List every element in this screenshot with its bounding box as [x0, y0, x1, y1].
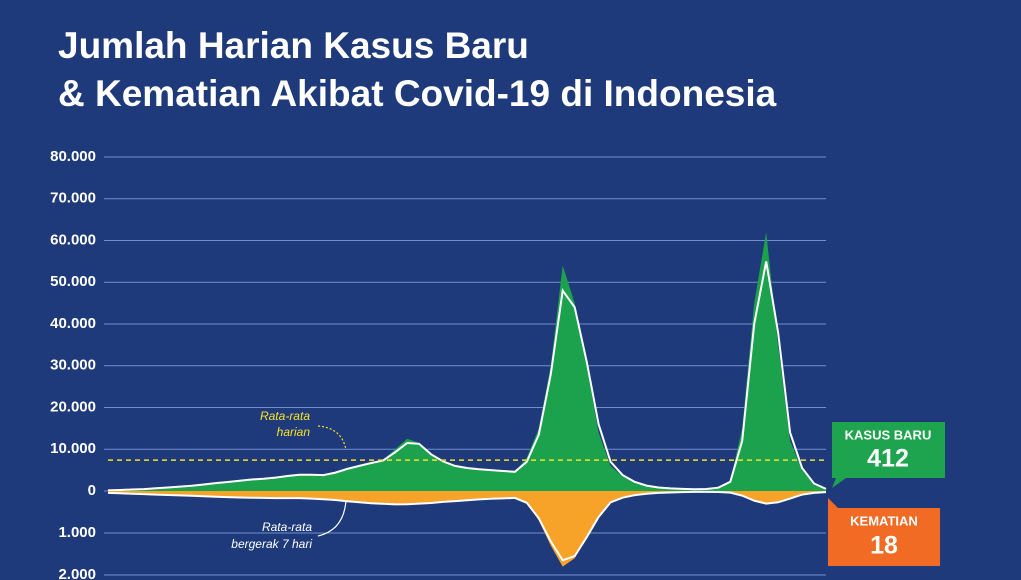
annotation: Rata-rata — [262, 520, 312, 534]
y-tick-label: 20.000 — [50, 398, 96, 415]
legend-box — [832, 422, 945, 488]
annotation-arrow — [317, 425, 347, 451]
area — [108, 232, 826, 491]
moving-average-line — [107, 261, 827, 492]
annotation-arrow — [317, 499, 347, 537]
y-tick-label: 80.000 — [50, 148, 96, 165]
area — [108, 491, 826, 567]
y-tick-label: 30.000 — [50, 357, 96, 374]
y-tick-label: 70.000 — [50, 190, 96, 207]
annotation: harian — [277, 425, 311, 439]
legend-box — [828, 498, 940, 566]
chart-title: & Kematian Akibat Covid-19 di Indonesia — [58, 73, 777, 114]
y2-tick-label: 2.000 — [58, 566, 96, 580]
plot — [107, 232, 827, 567]
legend-value: 412 — [867, 445, 909, 473]
legend-label: KEMATIAN — [850, 513, 918, 528]
moving-average-line — [107, 490, 827, 562]
y2-tick-label: 1.000 — [58, 524, 96, 541]
chart-title: Jumlah Harian Kasus Baru — [58, 25, 529, 66]
y-tick-label: 60.000 — [50, 231, 96, 248]
y-tick-label: 50.000 — [50, 273, 96, 290]
grid: 0 10.000 20.000 30.000 40.000 50.000 60.000 70.… — [50, 148, 826, 580]
annotation: Rata-rata — [260, 409, 310, 423]
y-tick-label: 40.000 — [50, 315, 96, 332]
annotation: bergerak 7 hari — [231, 537, 312, 551]
legend-label: KASUS BARU — [845, 427, 932, 442]
y-tick-label: 0 — [88, 482, 96, 499]
legend-value: 18 — [870, 532, 898, 560]
y-tick-label: 10.000 — [50, 440, 96, 457]
